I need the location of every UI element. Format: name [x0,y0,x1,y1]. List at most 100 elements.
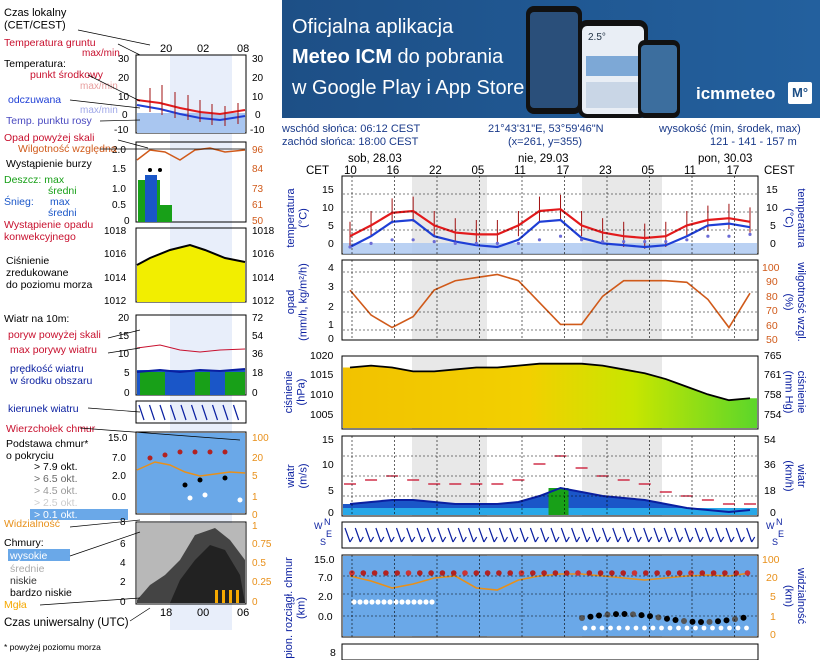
svg-text:1014: 1014 [252,273,275,284]
svg-text:1014: 1014 [104,273,127,284]
hum-yticks: 100 90 80 70 60 50 [762,262,780,346]
compass-right: W NES [766,517,784,547]
svg-text:61: 61 [252,200,264,211]
svg-text:S: S [772,537,778,547]
svg-text:100: 100 [762,262,780,274]
legend-wind-arrow [138,404,145,421]
svg-text:84: 84 [252,164,264,175]
svg-text:100: 100 [762,554,780,566]
svg-text:1016: 1016 [104,249,127,260]
wind-arrow-head [493,536,498,543]
svg-text:2.0: 2.0 [318,591,333,603]
coords-text: 21°43'31"E, 53°59'46"N [488,123,604,135]
bottom-tick: 8 [330,647,336,659]
svg-text:36: 36 [252,349,264,360]
svg-text:0: 0 [122,110,128,121]
legend-cb-mini [136,433,246,513]
legend-storm: Wystąpienie burzy [6,158,92,170]
cloud-thin-point [710,625,715,631]
cloud-base-point [439,570,446,576]
wind-arrow [632,527,639,543]
app-banner[interactable]: Oficjalna aplikacja Meteo ICM do pobrani… [282,0,820,118]
legend-footnote: * powyżej poziomu morza [4,642,101,652]
dewpoint-point [685,238,689,242]
dewpoint-point [727,234,731,238]
cloud-mid-point [613,611,619,618]
legend-pressure: Ciśnienie zredukowane do poziomu morza [6,255,93,291]
svg-text:15: 15 [322,184,334,196]
legend-gust-max: max porywy wiatru [10,344,97,356]
legend-temp-mini [136,85,246,133]
cloud-base-point [383,570,389,576]
wind-arrow [416,527,423,543]
wind-arrow-head [730,536,735,543]
hour-label: 23 [599,165,612,177]
svg-text:10: 10 [252,92,264,103]
legend-wind-arrow [169,404,177,421]
svg-text:50: 50 [766,334,778,346]
cloud-base-point [405,570,412,576]
hour-label: 11 [684,165,696,177]
wind-arrow-head [606,536,612,543]
svg-text:20: 20 [118,313,130,324]
svg-text:2: 2 [328,301,334,313]
svg-text:7.0: 7.0 [112,453,126,464]
wind-arrow [426,527,433,543]
pres-yticks: 1020 1015 1010 1005 765 761 758 754 [310,350,782,421]
dewpoint-point [579,238,584,242]
wind-arrow [560,527,567,543]
wind-arrow-head [545,536,550,543]
dewpoint-point [411,238,415,242]
hour-label: 22 [429,165,442,177]
legend-dir-arrows [138,404,240,421]
cloud-low-point [381,599,387,605]
svg-text:S: S [320,537,326,547]
wind-arrow-head [503,536,509,543]
svg-text:0.0: 0.0 [318,611,333,623]
cloud-base-point [620,570,626,576]
wind-arrow [653,527,660,543]
legend-humidity: Wilgotność względna [18,143,117,155]
precip-axis-label: opad(mm/h, kg/m²/h) [285,263,310,341]
wind-strong-band [548,488,569,515]
cloud-base-point [722,570,728,576]
wind-arrow-head [637,536,642,543]
svg-text:E: E [778,529,784,539]
wind-arrow [663,527,670,543]
altitude-label: wysokość (min, środek, max) [658,123,801,135]
svg-text:15: 15 [322,434,334,446]
svg-text:2: 2 [120,577,126,588]
svg-text:754: 754 [764,409,782,421]
legend-temp-maxmin: max/min [80,81,118,92]
pres-axis-label: ciśnienie(hPa) [283,371,308,414]
wind-arrow-head [514,536,519,543]
precip-panel [341,259,759,341]
legend-rain-mid: średni [48,185,77,197]
wind-arrow-head [370,536,375,543]
legend-cb-item: > 7.9 okt. [34,461,78,473]
temp-line [349,208,751,240]
wind-arrow-head [462,536,467,543]
dewpoint-point [748,232,752,236]
legend-cloud-top: Wierzchołek chmur [6,423,96,435]
legend-rain: Deszcz: max [4,174,65,186]
cloud-low-point [417,599,423,605]
dewpoint-point [558,234,563,238]
cloud-axis-label: pion. rozciągł. chmur(km) [283,557,308,659]
day-label: nie, 29.03 [518,153,569,165]
svg-text:0: 0 [770,507,776,519]
legend-ground-sub: max/min [82,48,120,59]
cloud-thin-point [608,625,613,631]
svg-text:E: E [326,529,332,539]
svg-text:0: 0 [328,333,334,345]
cloud-base-point [541,570,547,576]
cloud-yticks: 15.0 7.0 2.0 0.0 [314,554,335,623]
legend-pres-ticks: 1018 1016 1014 1012 1018 1016 1014 1012 [104,226,275,307]
legend-wind-speed: prędkość wiatru w środku obszaru [9,363,92,387]
hour-label: 17 [557,165,570,177]
legend-wind-title: Wiatr na 10m: [4,313,69,325]
wind-arrow [684,527,691,543]
wind-yticks: 15 10 5 0 54 36 18 0 [322,434,776,519]
phone-mockup-back [526,6,582,114]
svg-text:1: 1 [328,319,334,331]
